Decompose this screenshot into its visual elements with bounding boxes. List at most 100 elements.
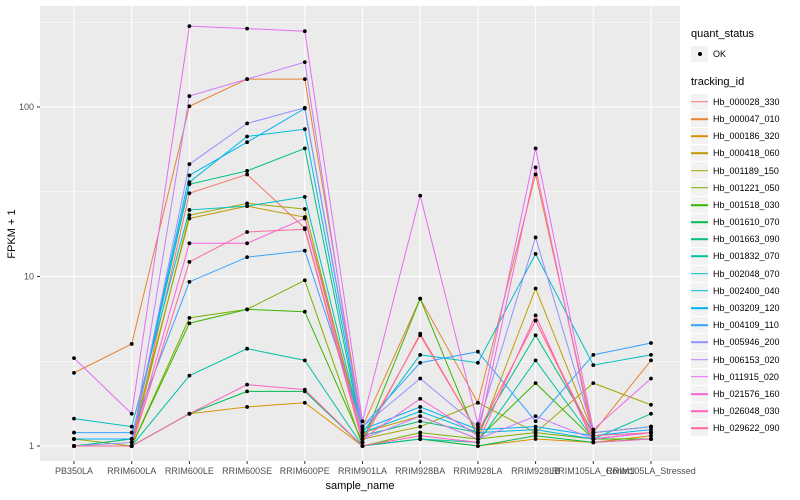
data-point (129, 411, 134, 416)
data-point (245, 134, 250, 139)
data-point (418, 352, 423, 357)
data-point (476, 437, 480, 441)
data-point (72, 416, 76, 421)
data-point (591, 433, 596, 438)
legend-item-Hb_006153_020: Hb_006153_020 (691, 351, 799, 368)
data-point (533, 430, 538, 435)
legend-item-Hb_004109_110: Hb_004109_110 (691, 317, 799, 334)
data-point (187, 373, 192, 378)
legend-item-label: Hb_006153_020 (713, 354, 780, 365)
data-point (360, 419, 365, 424)
data-point (187, 241, 192, 246)
y-tick-label: 10 (24, 272, 34, 282)
data-point (418, 405, 423, 409)
data-point (129, 437, 134, 441)
legend-key-swatch (691, 162, 708, 179)
line-swatch-icon (691, 100, 708, 103)
legend-item-Hb_000186_320: Hb_000186_320 (691, 128, 799, 145)
data-point (418, 433, 423, 438)
legend-item-label: Hb_001663_090 (713, 234, 780, 245)
line-swatch-icon (691, 204, 708, 206)
legend-item-label: Hb_026048_030 (713, 406, 780, 417)
data-point (187, 279, 192, 284)
data-point (533, 433, 538, 438)
legend-key-swatch (691, 420, 708, 437)
legend-item-Hb_001221_050: Hb_001221_050 (691, 179, 799, 196)
line-swatch-icon (691, 118, 708, 120)
data-point (591, 430, 596, 435)
legend-item-label: Hb_011915_020 (713, 371, 779, 382)
data-point (649, 437, 653, 441)
legend-item-Hb_026048_030: Hb_026048_030 (691, 403, 799, 420)
legend-quant-status: quant_status OK (691, 28, 799, 62)
data-point (649, 376, 653, 381)
data-point (245, 405, 250, 409)
legend-item-Hb_000418_060: Hb_000418_060 (691, 145, 799, 162)
data-point (533, 318, 538, 323)
data-point (360, 433, 365, 438)
legend-item-Hb_000047_010: Hb_000047_010 (691, 110, 799, 128)
point-icon (697, 51, 702, 56)
data-point (649, 341, 653, 345)
legend-key-ok (691, 45, 708, 62)
data-point (245, 307, 250, 312)
data-point (72, 437, 76, 441)
axes: 1 10 100 PB350LA RRIM600LA RRIM600LE RRIM600SE… (19, 102, 696, 476)
legend-key-swatch (691, 128, 708, 145)
data-point (302, 358, 307, 363)
legend-key-swatch (691, 110, 708, 128)
x-axis-title: sample_name (325, 480, 394, 492)
data-point (476, 444, 480, 448)
data-point (187, 94, 192, 98)
legend-key-swatch (691, 334, 708, 351)
legend-item-Hb_000028_330: Hb_000028_330 (691, 93, 799, 110)
legend-item-Hb_021576_160: Hb_021576_160 (691, 385, 799, 403)
data-point (649, 424, 653, 429)
legend-key-swatch (691, 196, 708, 213)
data-point (187, 216, 192, 221)
legend-quant-status-title: quant_status (691, 28, 754, 40)
data-point (476, 427, 480, 432)
data-point (418, 430, 423, 435)
data-point (533, 437, 538, 441)
data-point (418, 360, 423, 365)
data-point (302, 278, 307, 283)
line-swatch-icon (691, 324, 708, 327)
legend-key-swatch (691, 179, 708, 196)
legend-item-label: OK (713, 48, 727, 59)
legend-item-label: Hb_000028_330 (713, 96, 780, 107)
data-point (533, 165, 538, 170)
legend-key-swatch (691, 265, 708, 282)
legend-item-label: Hb_002400_040 (713, 285, 780, 296)
data-point (129, 444, 134, 448)
data-point (591, 440, 596, 445)
legend-tracking-items: Hb_000028_330 Hb_000047_010 Hb_000186_320 H… (691, 93, 799, 437)
data-point (476, 400, 480, 405)
line-swatch-icon (691, 221, 708, 223)
data-point (591, 437, 596, 441)
data-point (533, 424, 538, 429)
data-point (476, 422, 480, 426)
data-point (302, 127, 307, 132)
data-point (245, 204, 250, 209)
data-point (245, 255, 250, 260)
data-point (302, 400, 307, 405)
data-point (591, 381, 596, 386)
data-point (418, 419, 423, 424)
data-point (533, 286, 538, 291)
data-point (129, 430, 134, 435)
data-point (245, 168, 250, 173)
data-point (72, 370, 76, 375)
line-swatch-icon (691, 135, 708, 137)
x-tick-label: RRIM928LA (453, 466, 502, 476)
data-point (302, 387, 307, 392)
data-point (533, 172, 538, 177)
line-swatch-icon (691, 358, 708, 361)
x-tick-label: RRIM600PE (280, 466, 330, 476)
line-swatch-icon (691, 255, 708, 258)
data-point (187, 191, 192, 196)
data-point (129, 440, 134, 445)
line-swatch-icon (691, 307, 708, 309)
line-swatch-icon (691, 272, 708, 275)
data-points (72, 24, 653, 448)
